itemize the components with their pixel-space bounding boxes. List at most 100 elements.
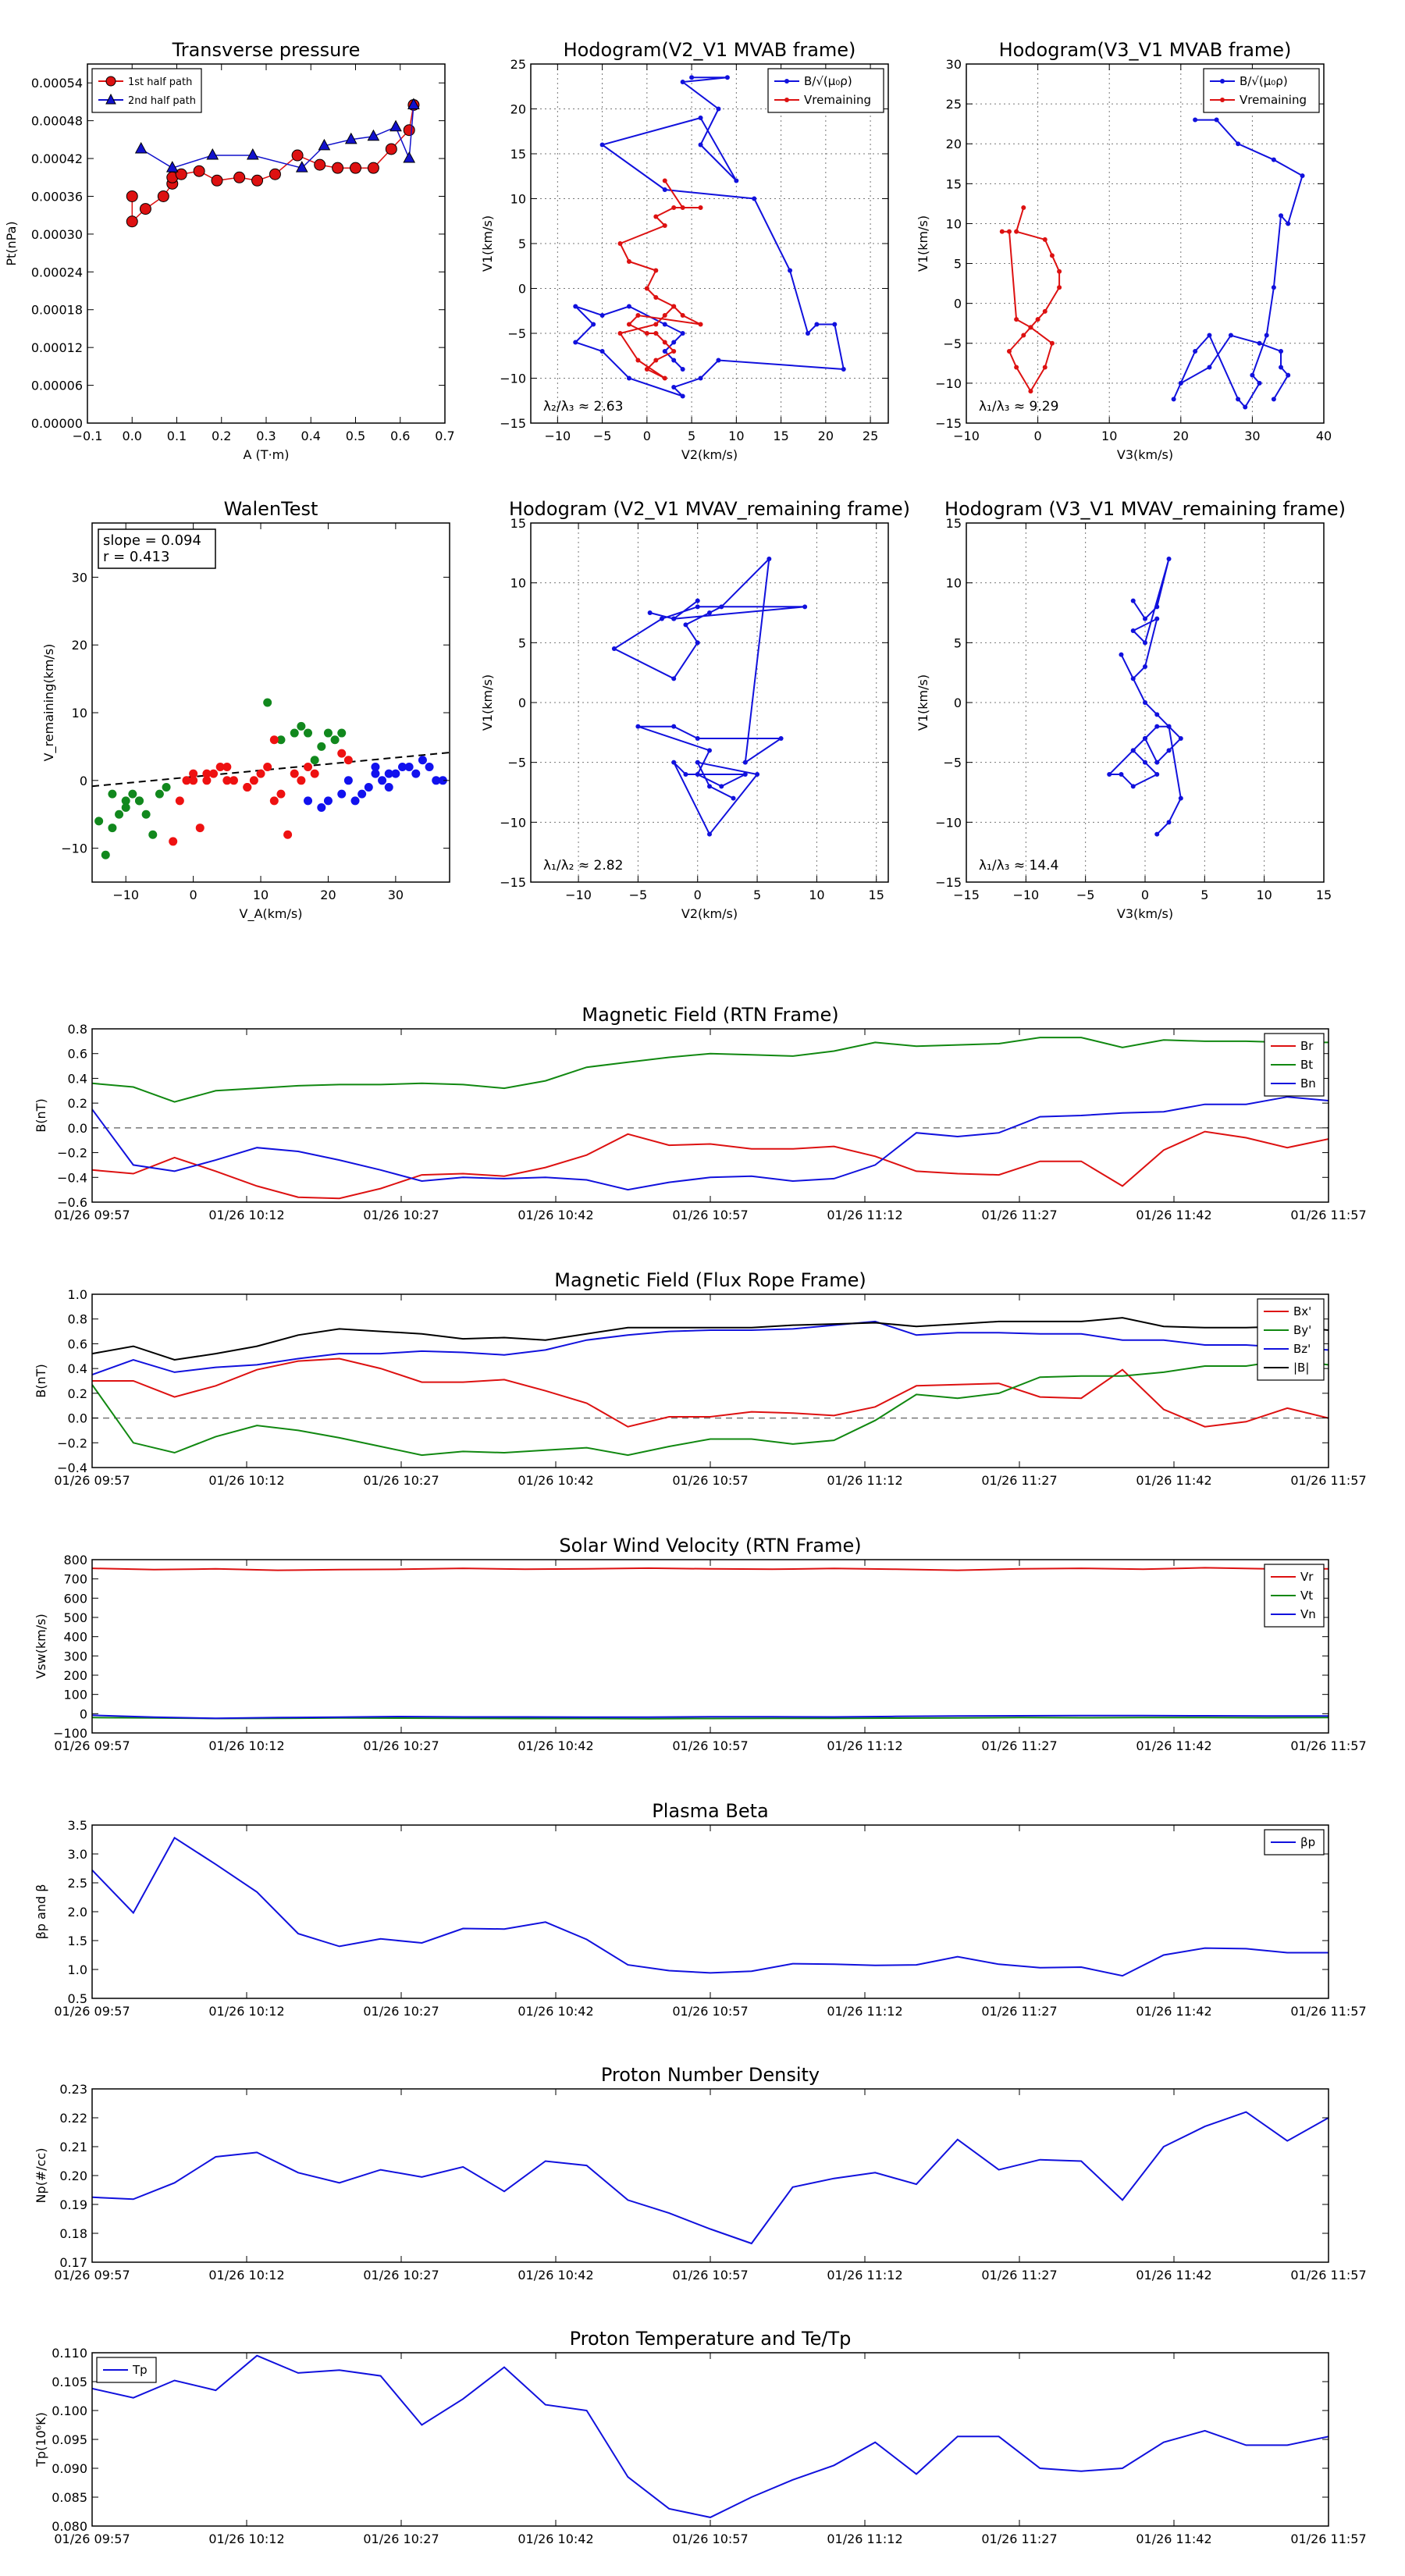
data-point <box>193 165 205 177</box>
x-tick-label: 01/26 10:12 <box>208 2532 284 2546</box>
panel-tp: −0.1 0.0 0.1 0.2 0.3 0.4 0.5 0.6 0.7 0.00000 0.000… <box>4 39 455 462</box>
data-point <box>599 349 605 354</box>
data-point <box>671 340 677 345</box>
x-tick-label: 30 <box>1244 429 1260 443</box>
data-point <box>318 138 331 151</box>
x-tick-label: 01/26 11:57 <box>1290 2268 1366 2282</box>
data-point <box>1042 308 1048 314</box>
y-tick-label: 15 <box>946 176 962 191</box>
x-tick-label: 0.5 <box>346 429 365 443</box>
x-tick-label: 25 <box>863 429 878 443</box>
data-point <box>337 789 347 799</box>
series-line-0 <box>612 557 806 836</box>
data-point <box>389 119 402 132</box>
data-point <box>222 762 232 771</box>
y-tick-label: −10 <box>500 815 526 830</box>
plot-area <box>92 1317 1329 1457</box>
data-point <box>573 340 578 345</box>
y-tick-label: 10 <box>72 706 87 720</box>
data-point <box>626 375 631 381</box>
data-point <box>378 776 387 785</box>
x-tick-label: 20 <box>1173 429 1189 443</box>
x-tick-label: 01/26 11:27 <box>981 1208 1057 1222</box>
data-point <box>1279 213 1284 219</box>
x-tick-label: 01/26 11:42 <box>1136 1473 1211 1488</box>
data-point <box>647 610 653 615</box>
y-tick-label: 20 <box>510 102 526 117</box>
y-tick-label: 3.5 <box>68 1818 87 1833</box>
x-tick-label: 01/26 10:27 <box>363 2268 439 2282</box>
legend-label: B/√(μ₀ρ) <box>804 74 852 88</box>
x-tick-label: 01/26 10:12 <box>208 2004 284 2019</box>
y-tick-label: −0.2 <box>57 1436 87 1450</box>
legend-marker <box>784 98 789 102</box>
y-tick-label: −10 <box>500 372 526 386</box>
y-tick-label: 0.21 <box>59 2140 87 2154</box>
x-tick-label: −0.1 <box>73 429 103 443</box>
data-point <box>719 604 724 610</box>
y-tick-label: 0.2 <box>68 1386 87 1401</box>
data-point <box>263 762 272 771</box>
data-point <box>662 187 667 192</box>
data-point <box>698 142 703 148</box>
y-tick-label: −5 <box>507 756 526 770</box>
series-line-0 <box>574 76 845 397</box>
data-point <box>291 149 304 162</box>
data-point <box>662 340 667 345</box>
data-point <box>134 796 144 806</box>
data-point <box>680 205 685 210</box>
x-tick-label: 40 <box>1316 429 1332 443</box>
series-line-0 <box>92 1567 1329 1571</box>
data-point <box>683 772 688 777</box>
legend-box <box>1203 68 1320 113</box>
data-point <box>404 762 414 771</box>
series-line-0 <box>92 1836 1329 1977</box>
y-tick-label: 0.5 <box>68 1991 87 2006</box>
x-tick-label: 01/26 10:12 <box>208 1738 284 1753</box>
y-tick-label: −0.4 <box>57 1461 87 1475</box>
data-point <box>814 322 820 327</box>
data-point <box>1021 333 1026 338</box>
y-tick-label: 0 <box>954 297 962 311</box>
x-tick-label: 10 <box>809 888 824 902</box>
data-point <box>398 762 407 771</box>
data-point <box>384 782 393 792</box>
plot-area <box>92 1836 1329 1977</box>
plot-area <box>999 117 1305 410</box>
y-tick-label: 0.4 <box>68 1361 87 1376</box>
legend-label: 2nd half path <box>128 95 196 107</box>
data-point <box>626 304 631 309</box>
x-tick-label: 01/26 10:57 <box>672 2532 748 2546</box>
data-point <box>999 229 1005 234</box>
x-tick-label: 01/26 10:57 <box>672 1208 748 1222</box>
data-point <box>653 268 659 273</box>
y-tick-label: 1.0 <box>68 1287 87 1302</box>
data-point <box>724 75 730 80</box>
data-point <box>671 676 677 681</box>
data-point <box>662 322 667 327</box>
x-tick-label: 01/26 09:57 <box>54 2532 130 2546</box>
data-point <box>1166 748 1172 753</box>
x-tick-label: 5 <box>1200 888 1208 902</box>
y-tick-label: 0.2 <box>68 1096 87 1111</box>
data-point <box>680 393 685 399</box>
x-axis-label: V_A(km/s) <box>240 906 303 922</box>
legend-label: Bt <box>1300 1058 1313 1072</box>
y-axis-label: V1(km/s) <box>480 215 495 272</box>
plot-area <box>573 75 846 399</box>
data-point <box>662 223 667 228</box>
data-point <box>371 769 380 778</box>
y-tick-label: 10 <box>946 216 962 231</box>
y-axis-label: V_remaining(km/s) <box>41 644 57 762</box>
y-tick-label: 0.080 <box>52 2519 87 2534</box>
y-tick-label: 2.0 <box>68 1905 87 1920</box>
data-point <box>403 124 415 137</box>
data-point <box>695 736 700 741</box>
y-tick-label: 30 <box>946 57 962 72</box>
x-axis-label: V3(km/s) <box>1117 906 1173 921</box>
data-point <box>304 762 313 771</box>
data-point <box>1107 772 1112 777</box>
x-tick-label: 01/26 10:12 <box>208 2268 284 2282</box>
data-point <box>175 796 184 806</box>
x-tick-label: 01/26 11:42 <box>1136 1738 1211 1753</box>
